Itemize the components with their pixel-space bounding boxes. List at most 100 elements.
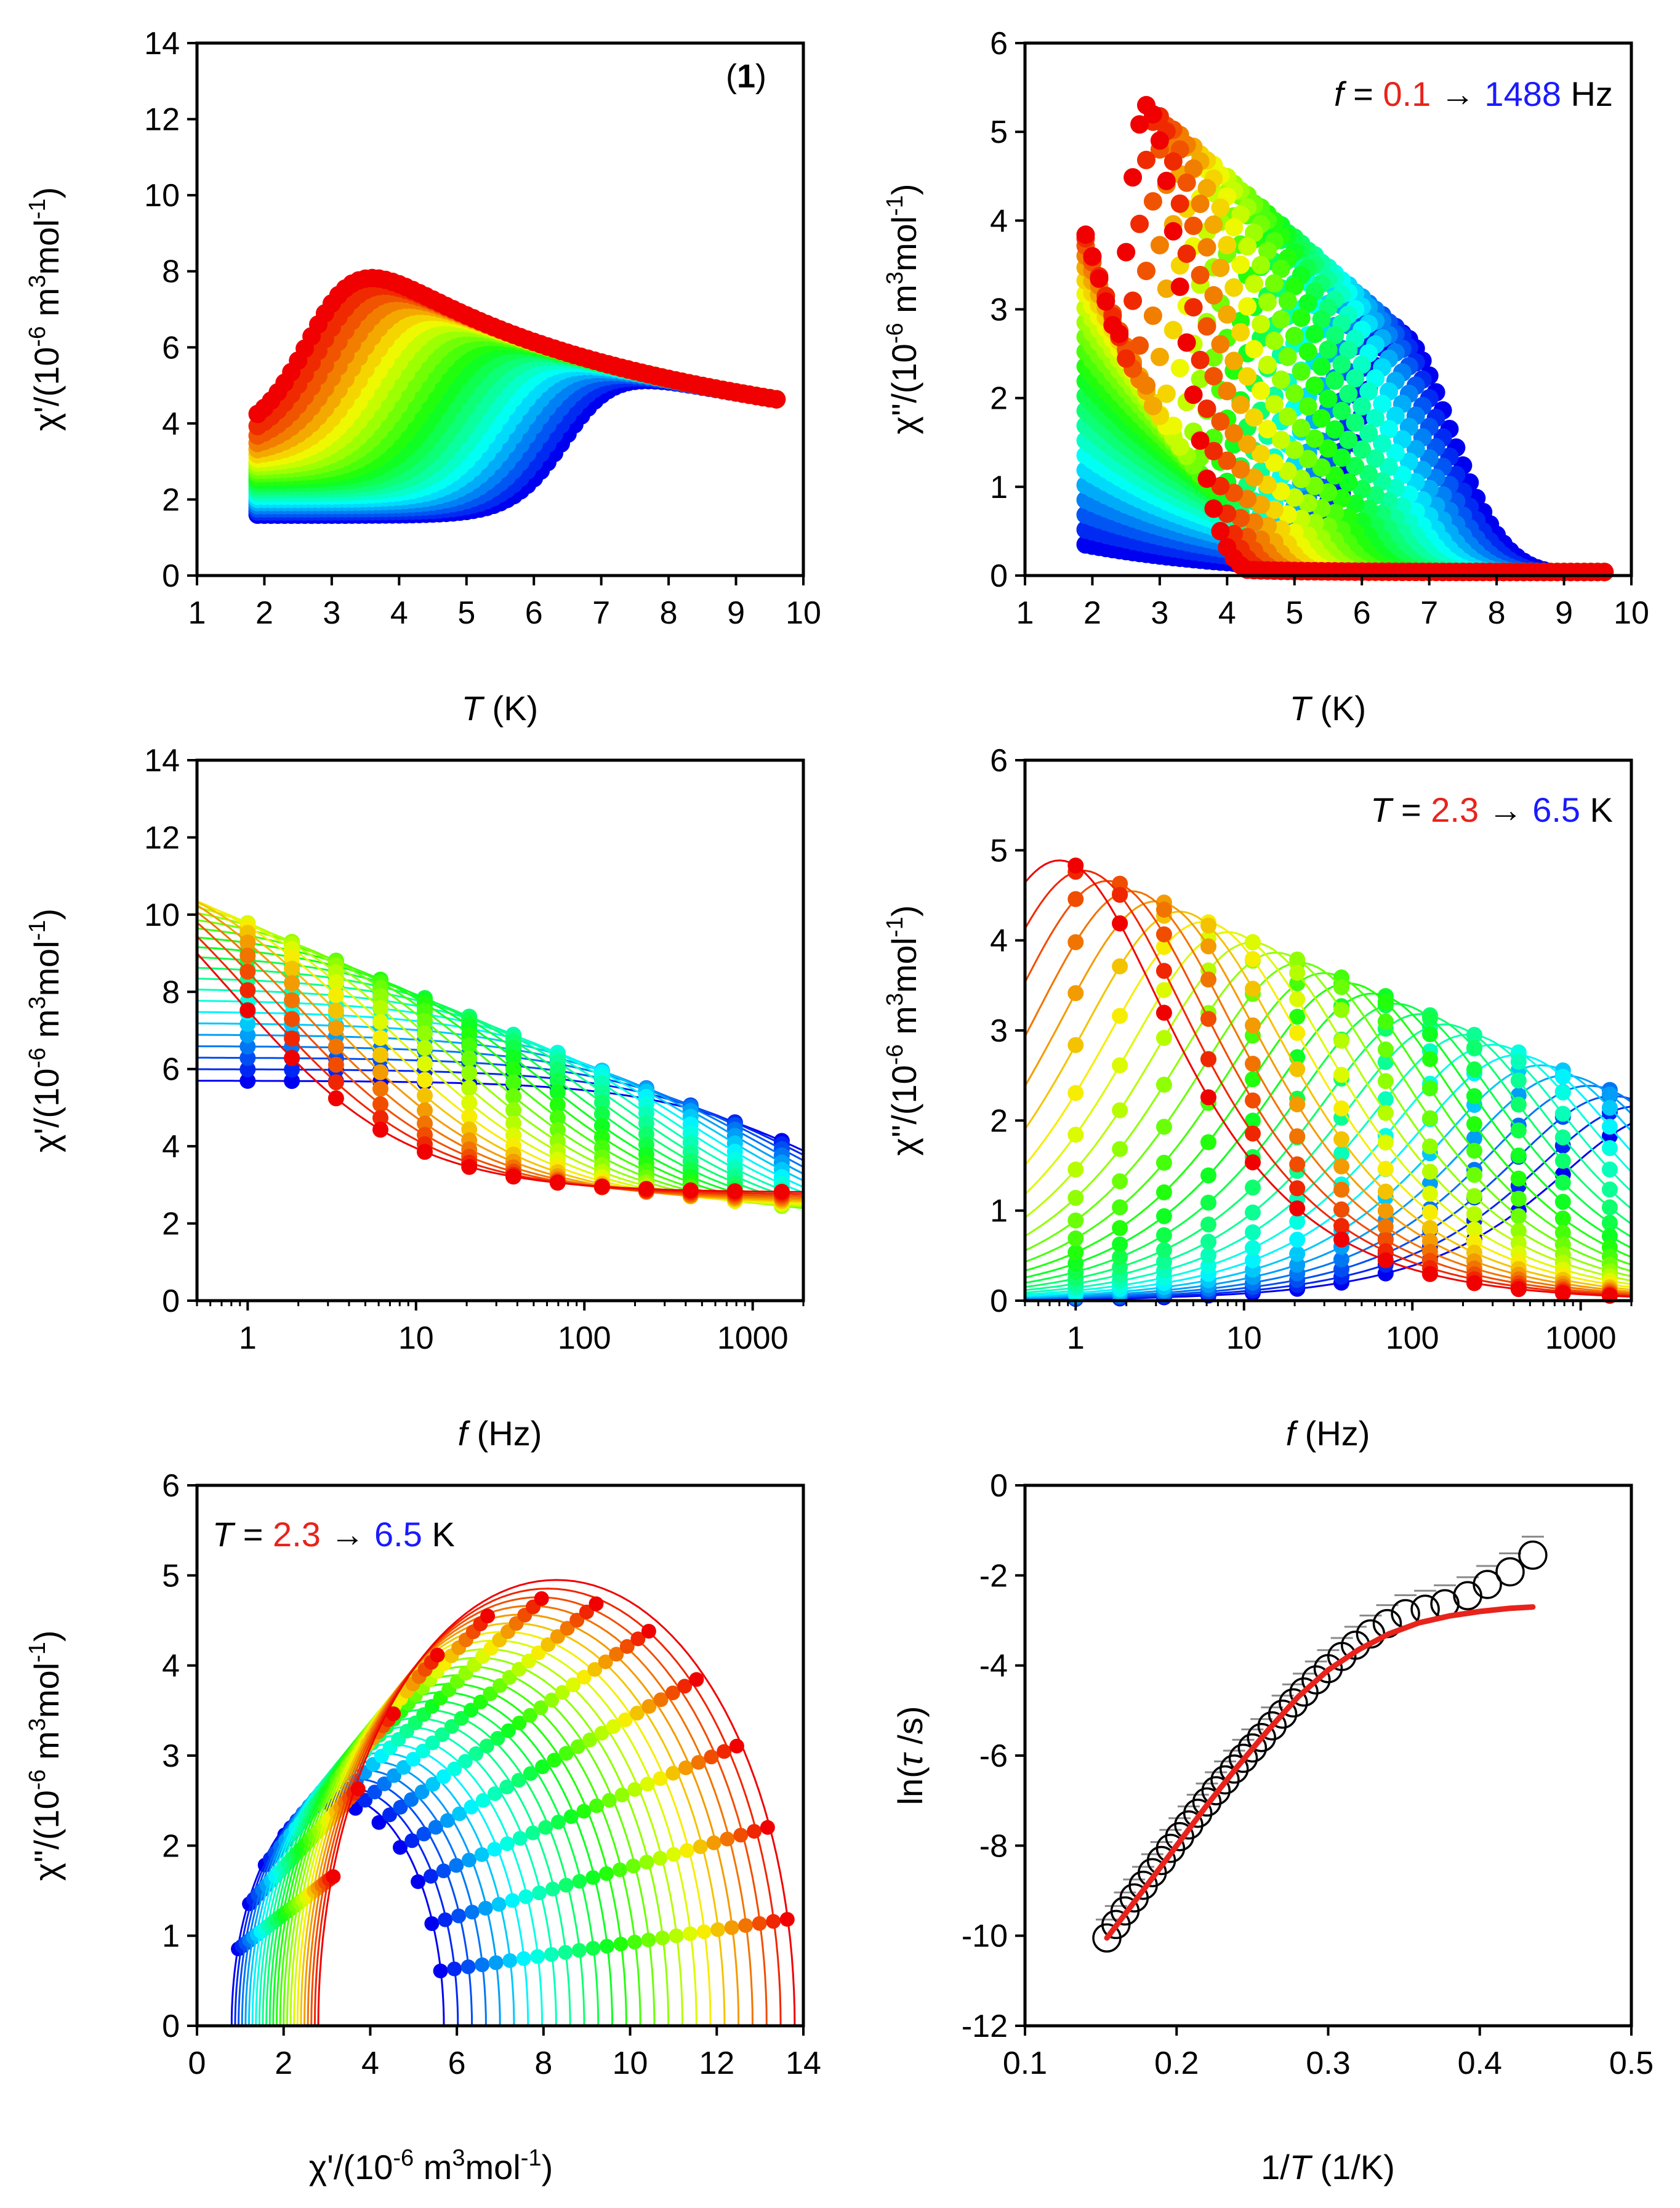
data-point-b — [1130, 336, 1149, 355]
data-point-b — [1332, 448, 1351, 467]
data-point-b — [1271, 259, 1290, 278]
data-point-d — [1156, 1184, 1172, 1200]
data-point-d — [1421, 1163, 1438, 1180]
y-tick-label-d: 3 — [990, 1013, 1008, 1049]
y-tick-label-d: 1 — [990, 1194, 1008, 1229]
data-point-b — [1245, 408, 1264, 427]
data-point-b — [1177, 244, 1196, 263]
data-point-e — [474, 1847, 489, 1862]
x-tick-label-a: 10 — [786, 595, 821, 631]
data-point-d — [1200, 1011, 1216, 1027]
legend-temperature-range-d: T = 2.3 → 6.5 K — [1370, 790, 1613, 829]
data-point-d — [1289, 965, 1306, 981]
data-point-d — [1466, 1206, 1482, 1222]
data-point-b — [1386, 443, 1405, 462]
data-point-c — [773, 1184, 790, 1200]
data-point-c — [284, 1030, 300, 1047]
data-point-c — [372, 1080, 388, 1097]
y-tick-label-d: 0 — [990, 1283, 1008, 1319]
data-point-c — [417, 1072, 433, 1088]
data-point-d — [1200, 1216, 1216, 1233]
data-point-b — [1191, 195, 1210, 214]
data-point-d — [1289, 1245, 1306, 1262]
x-tick-label-b: 3 — [1151, 595, 1168, 631]
data-point-b — [1292, 419, 1311, 438]
data-point-e — [613, 1937, 629, 1952]
data-point-c — [372, 1014, 388, 1030]
data-point-d — [1200, 1051, 1216, 1067]
data-point-d — [1289, 1200, 1306, 1217]
data-point-d — [1466, 1275, 1482, 1291]
data-point-d — [1156, 1208, 1172, 1224]
data-point-d — [1200, 1089, 1216, 1106]
x-tick-label-a: 6 — [525, 595, 543, 631]
data-point-d — [1067, 1037, 1084, 1053]
data-point-b — [1264, 395, 1284, 414]
data-point-b — [1197, 399, 1216, 418]
data-point-e — [502, 1953, 518, 1969]
data-point-d — [1112, 958, 1128, 974]
data-point-d — [1156, 1077, 1172, 1093]
data-point-b — [1339, 340, 1358, 359]
data-point-d — [1245, 1092, 1261, 1109]
data-point-b — [1211, 521, 1230, 540]
data-point-c — [461, 1094, 478, 1111]
x-tick-label-a: 4 — [390, 595, 408, 631]
data-point-e — [627, 1935, 642, 1949]
data-point-c — [417, 1144, 433, 1160]
data-point-b — [1305, 324, 1324, 343]
data-point-b — [1204, 499, 1223, 518]
data-point-c — [417, 1025, 433, 1042]
data-point-b — [1298, 397, 1317, 416]
data-point-b — [1595, 563, 1614, 582]
data-point-b — [1245, 275, 1264, 293]
x-tick-label-a: 1 — [188, 595, 206, 631]
data-point-d — [1421, 1080, 1438, 1096]
data-point-b — [1319, 439, 1338, 458]
data-point-d — [1200, 1167, 1216, 1184]
data-point-b — [1271, 310, 1290, 329]
data-point-e — [424, 1916, 440, 1931]
data-point-e — [538, 1820, 553, 1835]
data-point-d — [1245, 951, 1261, 967]
data-point-b — [1197, 469, 1216, 488]
series-a-0 — [248, 268, 786, 424]
y-tick-label-b: 3 — [990, 292, 1008, 328]
data-point-d — [1333, 1032, 1349, 1049]
annotation-compound-label: (1) — [726, 58, 766, 95]
data-point-d — [1510, 1122, 1527, 1139]
x-tick-label-a: 8 — [660, 595, 678, 631]
data-point-c — [239, 982, 256, 998]
y-tick-label-a: 2 — [162, 482, 180, 518]
legend-frequency-range: f = 0.1 → 1488 Hz — [1334, 74, 1613, 113]
data-point-b — [1076, 225, 1095, 244]
data-point-d — [1289, 1128, 1306, 1144]
data-point-b — [1258, 355, 1277, 374]
data-point-e — [447, 1961, 462, 1977]
data-point-e — [505, 1893, 520, 1908]
data-point-c — [328, 1056, 344, 1073]
data-point-b — [1285, 276, 1304, 295]
data-point-d — [1156, 982, 1172, 998]
data-point-b — [1231, 255, 1250, 275]
data-point-d — [1421, 1051, 1438, 1067]
data-point-d — [1200, 1134, 1216, 1150]
data-point-b — [1143, 396, 1162, 416]
data-point-d — [1333, 979, 1349, 995]
data-point-e — [589, 1798, 605, 1813]
data-point-d — [1554, 1084, 1571, 1101]
data-point-c — [682, 1182, 699, 1198]
data-point-d — [1156, 1005, 1172, 1021]
data-point-d — [1554, 1152, 1571, 1169]
data-point-b — [1150, 347, 1169, 366]
data-point-b — [1312, 458, 1331, 477]
data-point-b — [1352, 397, 1372, 416]
data-point-b — [1346, 413, 1365, 432]
data-point-b — [1373, 472, 1392, 491]
data-point-e — [558, 1945, 573, 1960]
data-point-b — [1204, 367, 1223, 386]
data-point-b — [1211, 335, 1230, 354]
data-point-d — [1156, 1154, 1172, 1171]
data-point-d — [1554, 1194, 1571, 1210]
